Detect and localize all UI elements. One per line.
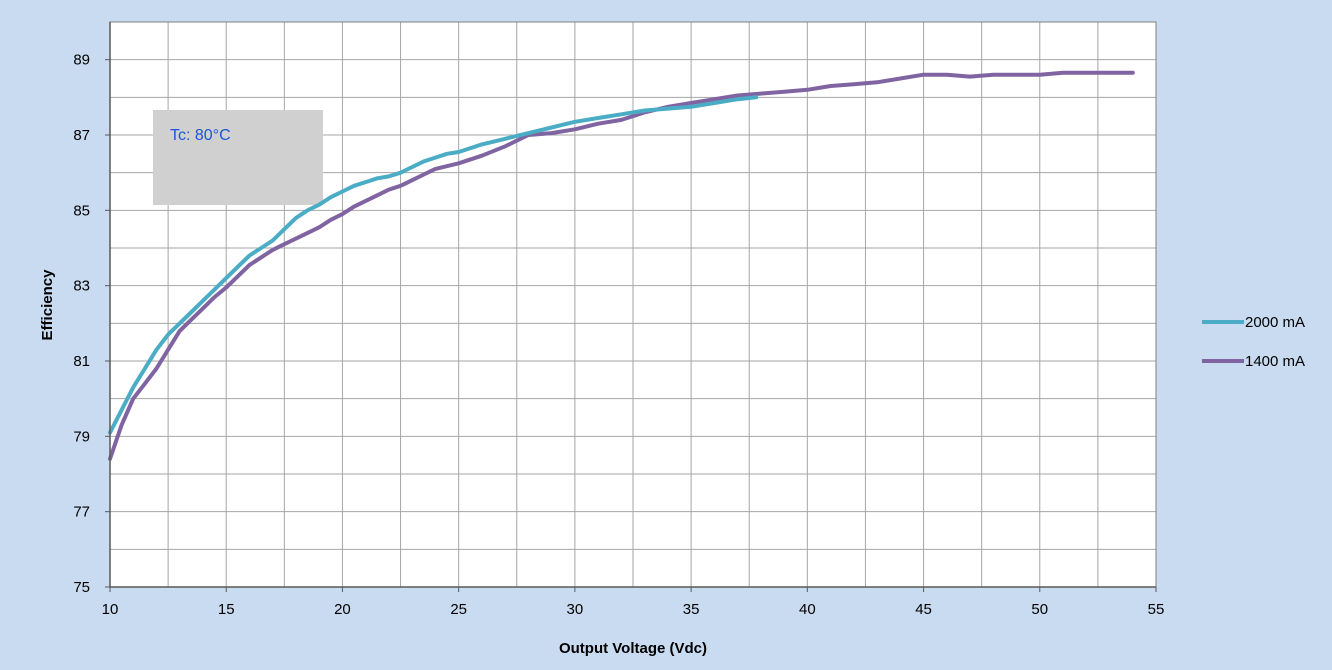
x-tick-label: 20 — [334, 601, 351, 618]
x-axis-title: Output Voltage (Vdc) — [559, 640, 707, 657]
y-tick-label: 83 — [73, 278, 90, 295]
series-line-1400-ma — [108, 70, 1135, 461]
annotation-text: Tc: 80°C — [170, 127, 231, 144]
y-tick-label: 79 — [73, 428, 90, 445]
series-lines — [108, 70, 1135, 461]
legend-label: 2000 mA — [1245, 314, 1305, 331]
series-line-2000-ma — [108, 95, 759, 435]
y-tick-label: 87 — [73, 127, 90, 144]
legend: 2000 mA 1400 mA — [1202, 314, 1305, 370]
y-axis-title: Efficiency — [39, 269, 56, 341]
axes: 10 15 20 25 30 35 40 45 50 55 75 77 79 81 83 85 87 89 — [73, 21, 1165, 618]
y-tick-label: 89 — [73, 52, 90, 69]
x-tick-label: 25 — [450, 601, 467, 618]
x-tick-label: 15 — [218, 601, 235, 618]
annotation-background — [153, 110, 323, 205]
y-tick-label: 75 — [73, 579, 90, 596]
x-tick-label: 45 — [915, 601, 932, 618]
y-tick-label: 77 — [73, 504, 90, 521]
x-tick-label: 30 — [567, 601, 584, 618]
annotation-box: Tc: 80°C — [153, 110, 323, 205]
legend-label: 1400 mA — [1245, 353, 1305, 370]
x-tick-label: 50 — [1031, 601, 1048, 618]
x-tick-label: 40 — [799, 601, 816, 618]
x-tick-label: 55 — [1148, 601, 1165, 618]
y-tick-label: 85 — [73, 202, 90, 219]
y-tick-label: 81 — [73, 353, 90, 370]
x-tick-label: 35 — [683, 601, 700, 618]
x-tick-label: 10 — [102, 601, 119, 618]
